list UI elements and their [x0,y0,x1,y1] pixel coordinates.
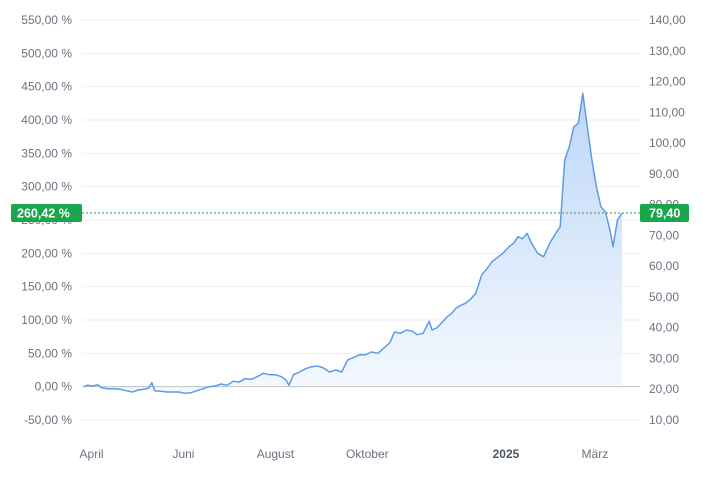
y-right-tick-label: 20,00 [649,382,679,396]
y-left-tick-label: 550,00 % [21,13,72,27]
current-price-label: 79,40 [649,207,680,221]
x-tick-label: August [257,447,295,461]
y-left-tick-label: 350,00 % [21,146,72,160]
y-left-tick-label: 450,00 % [21,80,72,94]
y-right-tick-label: 120,00 [649,75,686,89]
y-right-tick-label: 90,00 [649,167,679,181]
current-percent-badge [11,204,82,223]
y-left-tick-label: 500,00 % [21,46,72,60]
series-line [83,92,623,395]
y-right-tick-label: 70,00 [649,228,679,242]
series-area-fill [84,93,622,394]
x-tick-label: März [582,447,609,461]
x-axis-months: April Juni August Oktober 2025 März [80,447,609,461]
y-left-tick-label: 50,00 % [28,346,72,360]
y-right-tick-label: 130,00 [649,44,686,58]
series-layer [82,92,640,395]
y-left-tick-label: 150,00 % [21,280,72,294]
y-left-tick-label: 100,00 % [21,313,72,327]
y-left-tick-label: 300,00 % [21,180,72,194]
x-tick-label: April [80,447,104,461]
x-tick-label: 2025 [493,447,520,461]
x-tick-label: Oktober [346,447,389,461]
x-tick-label: Juni [172,447,194,461]
current-value-marker: 260,42 % 79,40 [11,204,689,223]
y-left-tick-label: 400,00 % [21,113,72,127]
y-right-tick-label: 110,00 [649,105,685,119]
y-right-tick-label: 60,00 [649,259,679,273]
y-right-tick-label: 40,00 [649,321,679,335]
y-left-tick-label: -50,00 % [24,413,72,427]
current-price-badge [640,204,689,223]
y-right-tick-label: 50,00 [649,290,679,304]
y-left-tick-label: 0,00 % [35,380,73,394]
y-right-tick-label: 140,00 [649,13,686,27]
current-percent-label: 260,42 % [17,207,70,221]
y-right-tick-label: 10,00 [649,413,679,427]
y-right-tick-label: 30,00 [649,351,679,365]
y-left-tick-label: 200,00 % [21,246,72,260]
y-right-tick-label: 100,00 [649,136,686,150]
